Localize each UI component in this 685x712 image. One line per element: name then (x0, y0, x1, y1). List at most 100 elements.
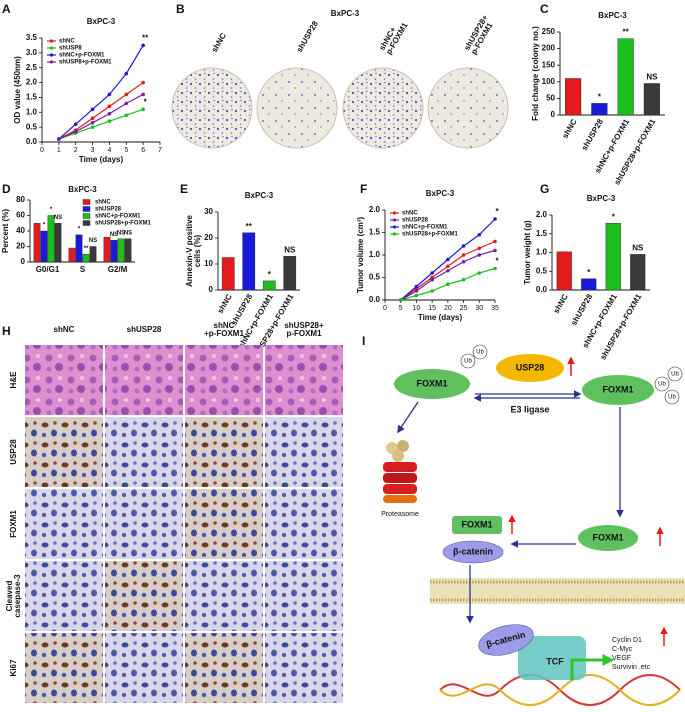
data-point (124, 92, 129, 97)
x-tick-label: 1 (57, 147, 61, 154)
legend-label: shUSP28+p-FOXM1 (402, 232, 459, 238)
data-point (90, 116, 95, 121)
row-label: FOXM1 (9, 510, 18, 538)
ihc-image (265, 633, 343, 703)
data-point (414, 284, 419, 289)
chart-title: BxPC-3 (598, 11, 627, 20)
legend-swatch (49, 60, 54, 64)
ub-circle (664, 389, 680, 405)
data-point (107, 111, 112, 116)
x-tick-label: 4 (107, 147, 111, 154)
data-point (73, 122, 78, 126)
x-tick-label: shNC (560, 117, 578, 140)
column-label: +p-FOXM1 (204, 329, 244, 338)
x-tick-label: 3 (91, 147, 95, 154)
bar (103, 236, 111, 263)
column-label: shNC (54, 325, 75, 334)
significance-label: * (50, 207, 53, 213)
ihc-image (105, 489, 183, 559)
y-tick-label: 250 (542, 27, 556, 36)
usp28-node (496, 354, 564, 382)
data-point (493, 239, 497, 244)
row-label: H&E (9, 371, 18, 389)
significance-label: * (598, 92, 602, 101)
y-tick-label: 1.0 (369, 250, 381, 259)
x-tick-label: shNC (552, 292, 570, 315)
legend-swatch (82, 206, 91, 212)
bar (110, 240, 118, 263)
bar (262, 280, 276, 291)
data-point (446, 268, 450, 273)
data-point (124, 71, 129, 76)
colony-dish (171, 67, 253, 149)
ihc-image (105, 417, 183, 487)
legend-swatch (392, 211, 397, 215)
significance-label: NS (646, 73, 658, 82)
foxm1-node (394, 369, 470, 399)
ihc-image (185, 417, 263, 487)
y-axis-label: Annexin-V positive (185, 214, 194, 287)
data-point (141, 107, 145, 112)
series-line (58, 93, 144, 140)
foxm1-node (578, 525, 638, 551)
significance-label: * (587, 268, 591, 277)
data-point (477, 232, 482, 237)
ub-circle (654, 376, 670, 392)
ub-circle (472, 344, 488, 360)
y-tick-label: 150 (542, 60, 556, 69)
gene-label: Survivin .etc (612, 664, 651, 671)
ihc-image (265, 561, 343, 631)
y-tick-label: 30 (204, 207, 213, 216)
ihc-image (25, 561, 103, 631)
ihc-image (105, 561, 183, 631)
y-tick-label: 0 (551, 110, 556, 119)
bar (54, 223, 62, 263)
panel-label: E (180, 182, 188, 196)
significance-label: NS (89, 238, 97, 244)
bar (221, 257, 235, 291)
y-tick-label: 1.0 (536, 248, 548, 257)
data-point (124, 113, 129, 118)
significance-label: ** (623, 28, 630, 37)
data-point (57, 137, 61, 141)
column-label: shNC (214, 321, 235, 330)
significance-label: NS (54, 215, 62, 221)
significance-label: * (43, 223, 46, 229)
legend-label: shNC (402, 211, 418, 217)
gene-label: C-Myc (612, 646, 633, 653)
bar (89, 246, 97, 263)
data-point (124, 101, 129, 106)
panel-label: H (2, 324, 11, 338)
data-point (73, 129, 78, 134)
ihc-image (25, 489, 103, 559)
gene-label: Cyclin D1 (612, 637, 642, 644)
x-tick-label: 30 (475, 305, 483, 312)
bar (581, 278, 597, 291)
y-tick-label: 2.0 (536, 210, 548, 219)
node-label: FOXM1 (592, 532, 623, 542)
column-label: p-FOXM1 (286, 329, 322, 338)
ihc-image (25, 345, 103, 415)
panel-label: D (2, 182, 11, 196)
row-label: Cleaved (5, 581, 14, 612)
significance-label: ** (142, 34, 149, 43)
y-tick-label: 50 (546, 94, 555, 103)
data-point (461, 277, 466, 282)
legend-label: shUSP28 (402, 218, 429, 224)
edge-label: E3 ligase (510, 404, 549, 414)
bar (82, 254, 90, 263)
colony-dish (256, 67, 338, 149)
x-tick-label: shUSP28 (580, 117, 605, 152)
legend-swatch (82, 220, 91, 226)
column-label: shUSP28+ (284, 321, 324, 330)
y-tick-label: 1.5 (26, 93, 38, 102)
ihc-image (185, 561, 263, 631)
data-point (477, 271, 482, 275)
y-axis-label: Percent (%) (1, 209, 10, 253)
bar (117, 238, 125, 263)
bar (242, 232, 256, 291)
proteasome-ring (383, 495, 417, 503)
colony-dish (342, 67, 424, 149)
data-point (90, 120, 95, 125)
